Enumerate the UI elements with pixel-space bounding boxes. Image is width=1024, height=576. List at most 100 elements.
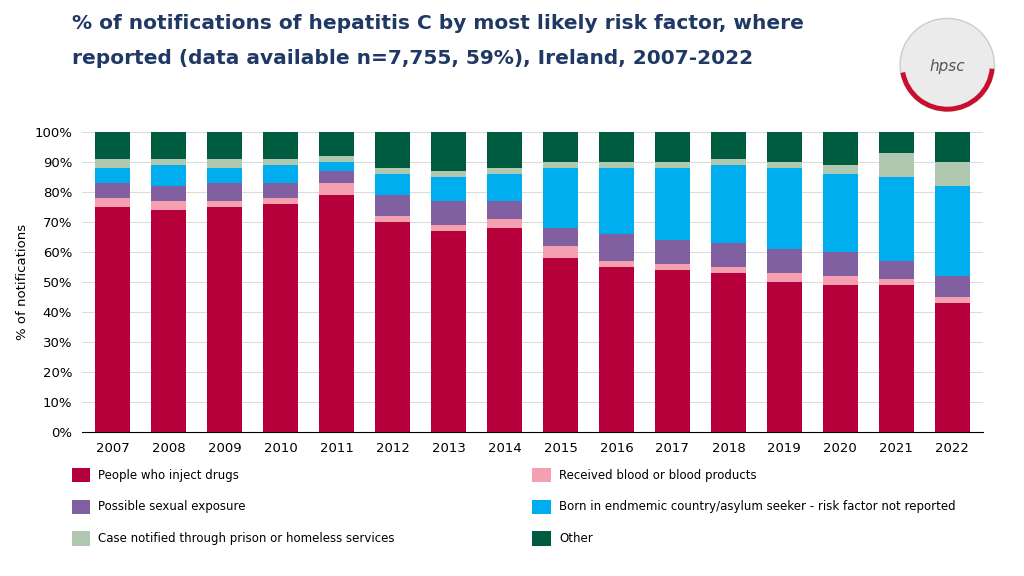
Bar bbox=[152, 165, 186, 187]
Text: Other: Other bbox=[559, 532, 593, 545]
Bar bbox=[263, 160, 298, 165]
Bar bbox=[599, 132, 634, 162]
Bar bbox=[879, 177, 913, 262]
Bar bbox=[935, 187, 970, 276]
Text: Possible sexual exposure: Possible sexual exposure bbox=[98, 501, 246, 513]
Bar bbox=[879, 285, 913, 432]
Bar bbox=[319, 183, 354, 195]
Bar bbox=[95, 183, 130, 198]
Bar bbox=[263, 183, 298, 198]
Bar bbox=[431, 172, 466, 177]
Bar bbox=[711, 243, 745, 267]
Bar bbox=[95, 168, 130, 183]
Bar bbox=[599, 234, 634, 262]
Bar bbox=[487, 132, 522, 168]
Bar bbox=[95, 160, 130, 168]
Y-axis label: % of notifications: % of notifications bbox=[15, 224, 29, 340]
Bar bbox=[207, 207, 242, 432]
Bar bbox=[655, 240, 690, 264]
Bar bbox=[711, 160, 745, 165]
Bar bbox=[319, 162, 354, 172]
Bar bbox=[543, 228, 578, 247]
Bar bbox=[823, 132, 858, 165]
Bar bbox=[319, 195, 354, 432]
Bar bbox=[599, 262, 634, 267]
Bar bbox=[655, 132, 690, 162]
Bar bbox=[95, 198, 130, 207]
Bar bbox=[879, 279, 913, 285]
Bar bbox=[711, 132, 745, 160]
Bar bbox=[543, 168, 578, 228]
Bar bbox=[711, 273, 745, 432]
Bar bbox=[823, 276, 858, 285]
Bar bbox=[879, 132, 913, 153]
Bar bbox=[263, 198, 298, 204]
Bar bbox=[655, 162, 690, 168]
Bar bbox=[487, 168, 522, 175]
Bar bbox=[207, 160, 242, 168]
Bar bbox=[487, 219, 522, 228]
Bar bbox=[95, 132, 130, 160]
Bar bbox=[879, 153, 913, 177]
Bar bbox=[152, 210, 186, 432]
Bar bbox=[823, 285, 858, 432]
Bar bbox=[263, 132, 298, 160]
Bar bbox=[767, 132, 802, 162]
Bar bbox=[543, 132, 578, 162]
Bar bbox=[207, 202, 242, 207]
Bar bbox=[767, 162, 802, 168]
Bar bbox=[152, 187, 186, 202]
Bar bbox=[263, 204, 298, 432]
Bar bbox=[935, 162, 970, 187]
Text: Born in endmemic country/asylum seeker - risk factor not reported: Born in endmemic country/asylum seeker -… bbox=[559, 501, 955, 513]
Bar bbox=[543, 162, 578, 168]
Bar bbox=[487, 202, 522, 219]
Text: Received blood or blood products: Received blood or blood products bbox=[559, 469, 757, 482]
Bar bbox=[375, 132, 410, 168]
Bar bbox=[263, 165, 298, 183]
Bar bbox=[319, 157, 354, 162]
Text: Case notified through prison or homeless services: Case notified through prison or homeless… bbox=[98, 532, 395, 545]
Bar bbox=[319, 172, 354, 183]
Bar bbox=[543, 258, 578, 432]
Bar bbox=[487, 228, 522, 432]
Bar bbox=[375, 168, 410, 175]
Bar bbox=[935, 132, 970, 162]
Bar bbox=[431, 225, 466, 232]
Bar bbox=[543, 247, 578, 258]
Bar bbox=[207, 132, 242, 160]
Bar bbox=[823, 252, 858, 276]
Text: People who inject drugs: People who inject drugs bbox=[98, 469, 240, 482]
Bar bbox=[599, 168, 634, 234]
Bar bbox=[431, 232, 466, 432]
Bar bbox=[767, 273, 802, 282]
Bar bbox=[95, 207, 130, 432]
Bar bbox=[599, 267, 634, 432]
Bar bbox=[431, 132, 466, 172]
Bar bbox=[207, 183, 242, 202]
Bar bbox=[879, 262, 913, 279]
Bar bbox=[375, 175, 410, 195]
Bar bbox=[655, 264, 690, 270]
Bar bbox=[935, 303, 970, 432]
Circle shape bbox=[900, 18, 994, 111]
Bar bbox=[319, 132, 354, 157]
Text: % of notifications of hepatitis C by most likely risk factor, where: % of notifications of hepatitis C by mos… bbox=[72, 14, 804, 33]
Bar bbox=[599, 162, 634, 168]
Bar bbox=[655, 168, 690, 240]
Bar bbox=[711, 267, 745, 273]
Text: hpsc: hpsc bbox=[930, 59, 965, 74]
Bar bbox=[767, 282, 802, 432]
Bar bbox=[375, 195, 410, 217]
Bar bbox=[935, 297, 970, 303]
Bar bbox=[655, 270, 690, 432]
Bar bbox=[767, 249, 802, 273]
Text: reported (data available n=7,755, 59%), Ireland, 2007-2022: reported (data available n=7,755, 59%), … bbox=[72, 49, 753, 68]
Bar bbox=[152, 202, 186, 210]
Bar bbox=[711, 165, 745, 243]
Bar bbox=[935, 276, 970, 297]
Bar bbox=[375, 222, 410, 432]
Bar bbox=[152, 132, 186, 160]
Bar bbox=[207, 168, 242, 183]
Bar bbox=[767, 168, 802, 249]
